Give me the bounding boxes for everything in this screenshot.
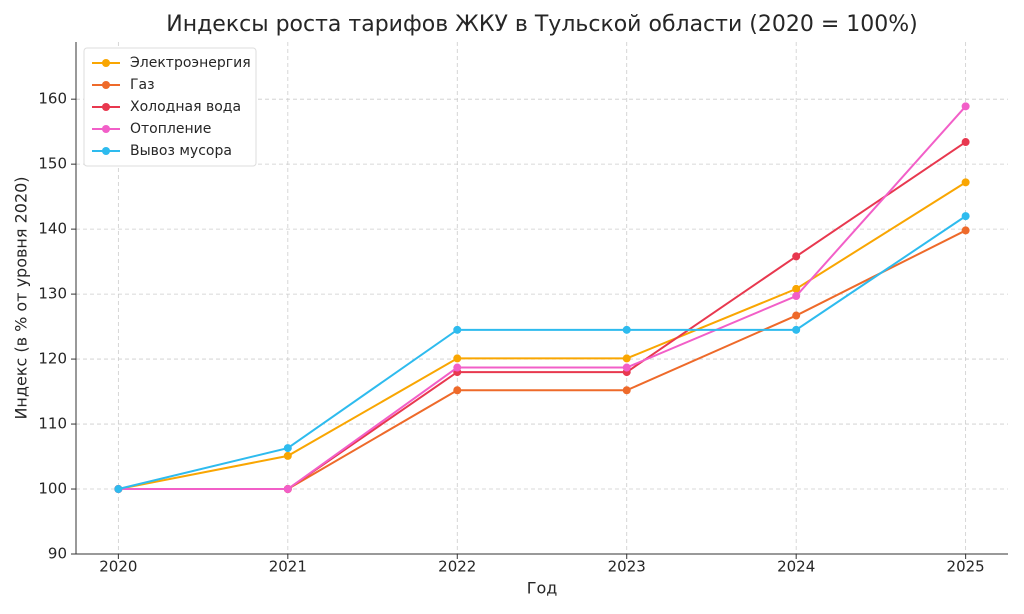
x-axis-label: Год bbox=[527, 579, 558, 598]
y-tick-label: 90 bbox=[48, 545, 67, 563]
data-point bbox=[453, 386, 462, 395]
x-tick-label: 2024 bbox=[777, 558, 815, 576]
data-point bbox=[961, 102, 970, 111]
data-point bbox=[792, 252, 801, 261]
legend-marker bbox=[102, 81, 110, 89]
data-point bbox=[961, 226, 970, 235]
series-line bbox=[118, 229, 967, 491]
series-line bbox=[118, 181, 967, 491]
legend-marker bbox=[102, 125, 110, 133]
y-tick-label: 120 bbox=[38, 350, 67, 368]
data-point bbox=[792, 325, 801, 334]
legend-label: Электроэнергия bbox=[130, 55, 251, 71]
data-point bbox=[283, 444, 292, 453]
legend-label: Отопление bbox=[130, 121, 211, 137]
data-point bbox=[453, 363, 462, 372]
series-line bbox=[118, 141, 967, 491]
data-point bbox=[792, 292, 801, 301]
y-tick-label: 130 bbox=[38, 285, 67, 303]
y-tick-label: 160 bbox=[38, 90, 67, 108]
data-point bbox=[792, 311, 801, 320]
data-point bbox=[622, 354, 631, 363]
x-tick-label: 2025 bbox=[947, 558, 985, 576]
data-point bbox=[114, 485, 123, 494]
y-tick-label: 140 bbox=[38, 220, 67, 238]
legend-label: Холодная вода bbox=[130, 99, 241, 115]
series-line bbox=[118, 105, 967, 491]
data-point bbox=[622, 386, 631, 395]
y-tick-label: 150 bbox=[38, 155, 67, 173]
legend-label: Вывоз мусора bbox=[130, 143, 232, 159]
data-point bbox=[453, 354, 462, 363]
x-tick-label: 2020 bbox=[99, 558, 137, 576]
x-tick-label: 2021 bbox=[269, 558, 307, 576]
legend: Электроэнергия Газ Холодная вода Отопление В… bbox=[83, 47, 257, 167]
y-tick-label: 100 bbox=[38, 480, 67, 498]
data-point bbox=[961, 178, 970, 187]
legend-label: Газ bbox=[130, 77, 155, 93]
chart-title: Индексы роста тарифов ЖКУ в Тульской обл… bbox=[166, 12, 917, 37]
x-tick-label: 2022 bbox=[438, 558, 476, 576]
legend-box bbox=[83, 47, 257, 167]
y-tick-label: 110 bbox=[38, 415, 67, 433]
data-point bbox=[453, 325, 462, 334]
data-point bbox=[622, 325, 631, 334]
data-point bbox=[961, 212, 970, 221]
x-tick-label: 2023 bbox=[608, 558, 646, 576]
legend-marker bbox=[102, 59, 110, 67]
data-point bbox=[283, 485, 292, 494]
data-point bbox=[961, 138, 970, 147]
y-axis-label: Индекс (в % от уровня 2020) bbox=[12, 176, 31, 419]
data-point bbox=[792, 284, 801, 293]
legend-marker bbox=[102, 103, 110, 111]
legend-marker bbox=[102, 147, 110, 155]
series-line bbox=[118, 215, 967, 490]
data-point bbox=[283, 451, 292, 460]
data-point bbox=[622, 363, 631, 372]
